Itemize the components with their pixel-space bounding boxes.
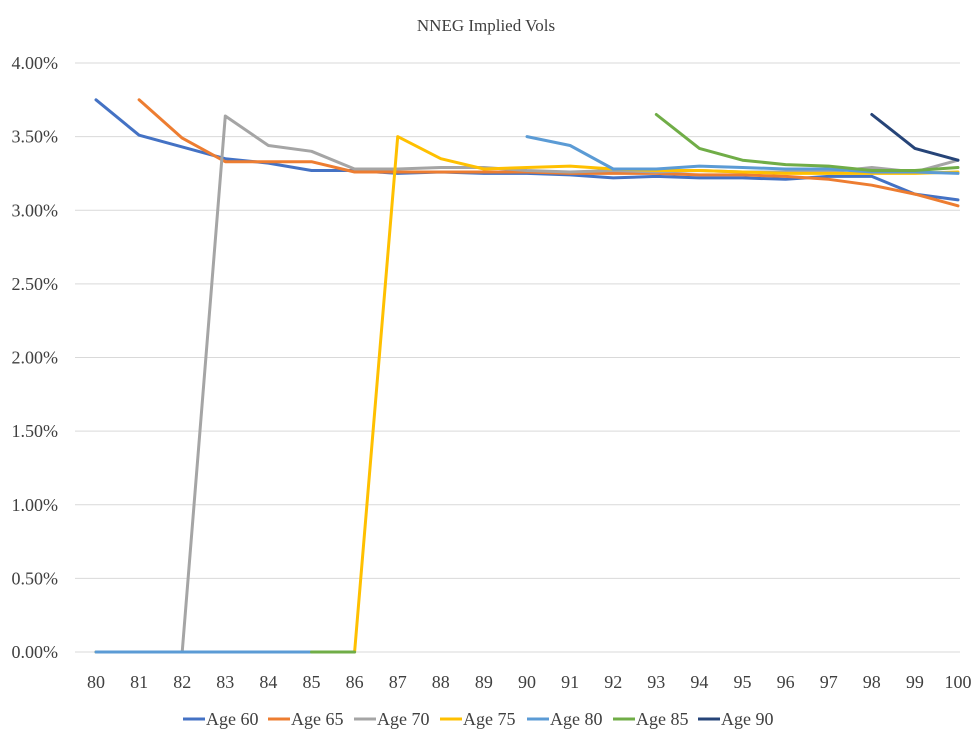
y-tick-label: 0.50% bbox=[12, 568, 59, 588]
y-tick-label: 1.00% bbox=[12, 495, 59, 515]
series-line bbox=[654, 113, 960, 172]
series-line bbox=[94, 114, 960, 654]
x-tick-label: 89 bbox=[475, 672, 493, 692]
legend-label: Age 70 bbox=[377, 709, 430, 729]
x-tick-label: 88 bbox=[432, 672, 450, 692]
series-lines bbox=[94, 98, 960, 654]
legend: Age 60 Age 65 Age 70 Age 75 Age 80 Age 85 Age … bbox=[183, 709, 774, 729]
x-tick-label: 85 bbox=[303, 672, 321, 692]
x-tick-label: 97 bbox=[820, 672, 838, 692]
x-tick-label: 90 bbox=[518, 672, 536, 692]
x-tick-label: 94 bbox=[690, 672, 708, 692]
y-tick-label: 2.00% bbox=[12, 348, 59, 368]
x-tick-label: 98 bbox=[863, 672, 881, 692]
x-tick-label: 99 bbox=[906, 672, 924, 692]
x-tick-label: 87 bbox=[389, 672, 407, 692]
legend-label: Age 60 bbox=[206, 709, 259, 729]
gridlines bbox=[75, 62, 960, 653]
y-tick-label: 1.50% bbox=[12, 421, 59, 441]
series-line bbox=[870, 113, 960, 162]
series-line bbox=[94, 135, 960, 654]
legend-label: Age 80 bbox=[550, 709, 603, 729]
x-tick-label: 96 bbox=[777, 672, 795, 692]
y-tick-label: 3.00% bbox=[12, 200, 59, 220]
legend-label: Age 65 bbox=[291, 709, 344, 729]
x-tick-label: 100 bbox=[945, 672, 972, 692]
chart-title: NNEG Implied Vols bbox=[416, 16, 556, 35]
legend-label: Age 90 bbox=[721, 709, 774, 729]
y-tick-label: 4.00% bbox=[12, 53, 59, 73]
x-tick-label: 80 bbox=[87, 672, 105, 692]
x-tick-label: 82 bbox=[173, 672, 191, 692]
x-tick-label: 93 bbox=[647, 672, 665, 692]
x-tick-label: 84 bbox=[259, 672, 277, 692]
y-tick-label: 2.50% bbox=[12, 274, 59, 294]
x-tick-label: 81 bbox=[130, 672, 148, 692]
y-tick-label: 3.50% bbox=[12, 127, 59, 147]
legend-label: Age 75 bbox=[463, 709, 516, 729]
x-tick-label: 86 bbox=[346, 672, 364, 692]
x-tick-label: 95 bbox=[734, 672, 752, 692]
x-tick-label: 92 bbox=[604, 672, 622, 692]
y-axis-ticks: 0.00% 0.50% 1.00% 1.50% 2.00% 2.50% 3.00% 3.50%… bbox=[12, 53, 59, 662]
series-line bbox=[137, 98, 960, 208]
y-tick-label: 0.00% bbox=[12, 642, 59, 662]
x-tick-label: 83 bbox=[216, 672, 234, 692]
x-axis-ticks: 80 81 82 83 84 85 86 87 88 89 90 91 92 93 94 95 96 97 98 99… bbox=[87, 672, 972, 692]
legend-label: Age 85 bbox=[636, 709, 689, 729]
x-tick-label: 91 bbox=[561, 672, 579, 692]
